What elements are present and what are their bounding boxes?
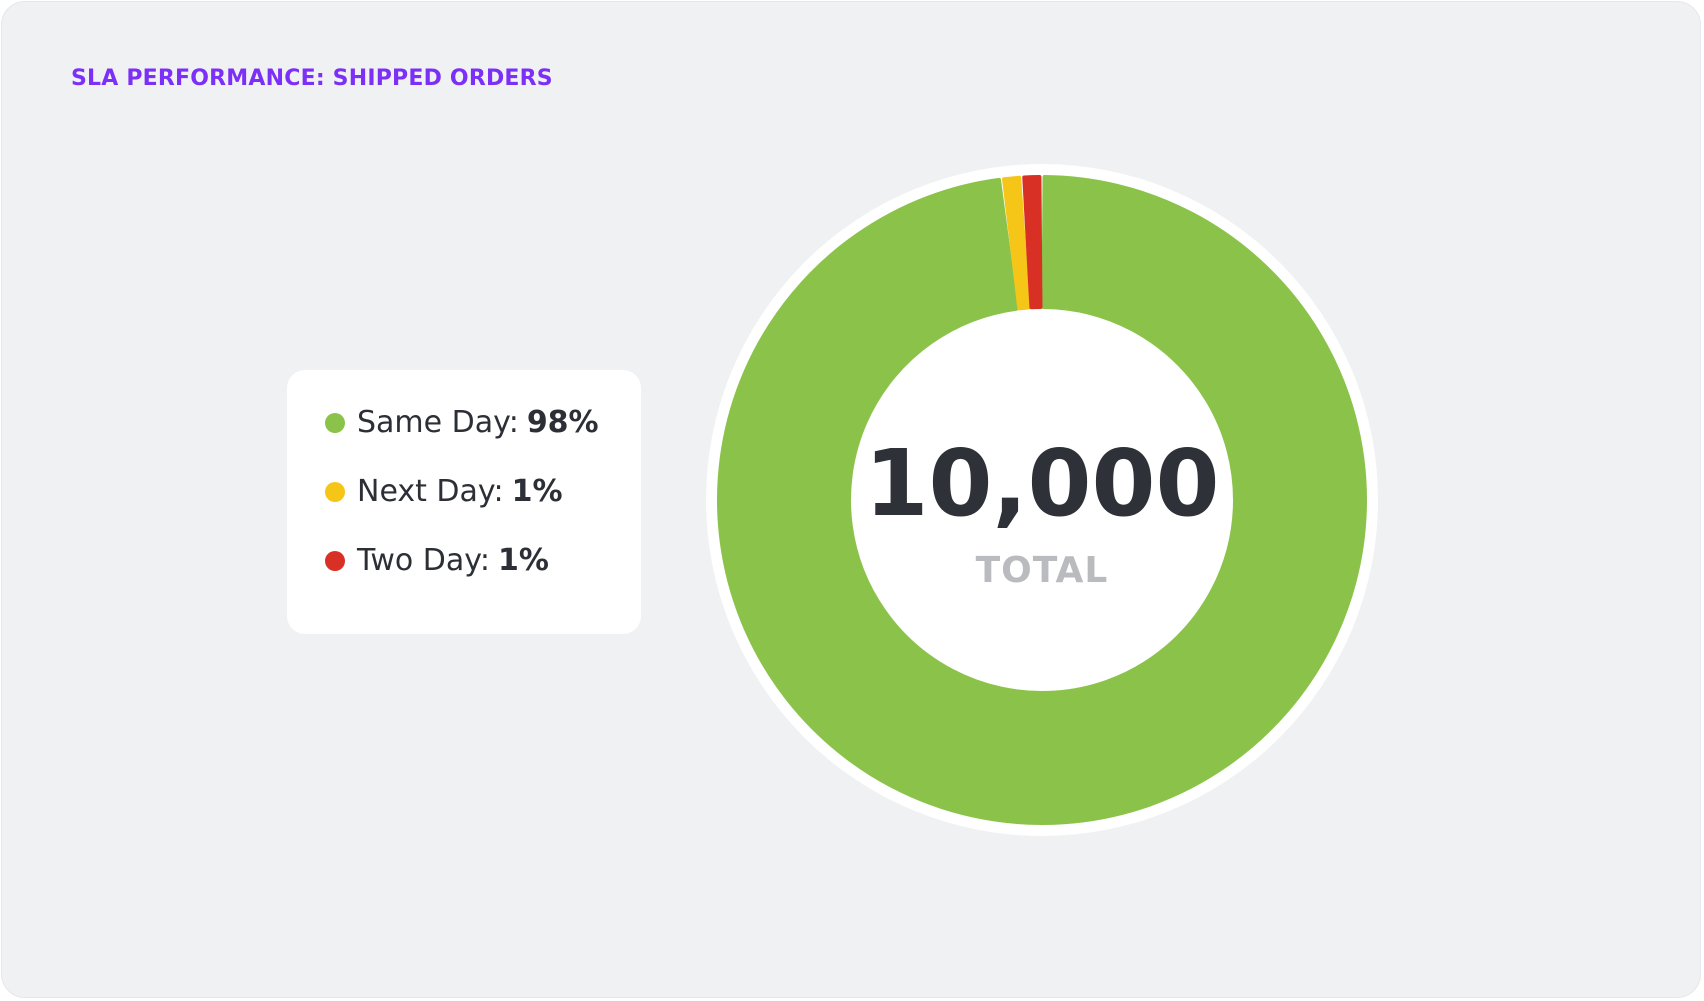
donut-slice-next-day — [1002, 175, 1031, 311]
legend-value: 1% — [497, 543, 549, 578]
legend-item-two-day: Two Day: 1% — [287, 526, 641, 595]
legend-dot-icon — [325, 550, 345, 571]
legend-dot-icon — [325, 412, 345, 433]
legend-label: Same Day: — [357, 405, 519, 440]
donut-slice-same-day — [717, 175, 1367, 825]
donut-slice-two-day — [1022, 175, 1043, 310]
chart-title: SLA PERFORMANCE: SHIPPED ORDERS — [71, 66, 553, 91]
legend-label: Two Day: — [357, 543, 490, 578]
center-total-label: TOTAL — [976, 550, 1109, 591]
legend-item-same-day: Same Day: 98% — [287, 388, 641, 457]
legend-dot-icon — [325, 481, 345, 502]
donut-slices — [717, 175, 1367, 825]
chart-legend: Same Day: 98% Next Day: 1% Two Day: 1% — [287, 370, 641, 634]
legend-value: 1% — [511, 474, 563, 509]
legend-value: 98% — [526, 405, 599, 440]
center-total-value: 10,000 — [864, 430, 1219, 537]
legend-label: Next Day: — [357, 474, 504, 509]
legend-item-next-day: Next Day: 1% — [287, 457, 641, 526]
